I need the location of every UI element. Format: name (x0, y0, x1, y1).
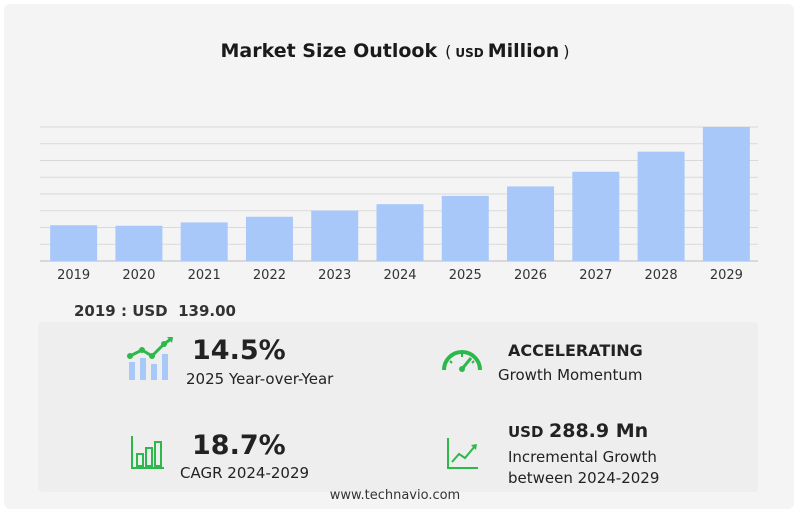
footer-url: www.technavio.com (329, 488, 461, 503)
x-tick-label: 2021 (188, 268, 221, 283)
momentum-label: Growth Momentum (498, 366, 643, 384)
line-chart-icon (447, 438, 478, 469)
bar-2021 (180, 222, 228, 261)
base-label: 2019 : USD (74, 302, 168, 320)
x-tick-label: 2022 (253, 268, 286, 283)
incremental-label-2: between 2024-2029 (508, 469, 660, 487)
bar-2023 (311, 210, 359, 261)
yoy-label: 2025 Year-over-Year (186, 370, 334, 388)
title-unit: Million (487, 40, 560, 62)
bars (50, 127, 750, 261)
x-tick-label: 2029 (710, 268, 743, 283)
incremental-amount: 288.9 Mn (549, 420, 649, 442)
x-tick-label: 2027 (579, 268, 612, 283)
cagr-value: 18.7% (192, 430, 286, 461)
bar-2024 (376, 204, 424, 261)
bar-2029 (702, 127, 750, 261)
title-unit-prefix: USD (455, 46, 484, 60)
chart-title: Market Size Outlook (USD Million) (0, 40, 790, 62)
bar-2025 (441, 195, 489, 261)
x-tick-label: 2026 (514, 268, 547, 283)
bar-2019 (50, 225, 98, 261)
bar-2027 (572, 171, 620, 261)
base-amount: 139.00 (178, 302, 236, 320)
x-tick-label: 2020 (122, 268, 155, 283)
x-tick-label: 2019 (57, 268, 90, 283)
bar-chart: 2019 2020 2021 2022 2023 2024 2025 2026 2027 2028… (40, 126, 758, 283)
incremental-value: USD 288.9 Mn (508, 420, 648, 443)
bar-chart-icon (131, 436, 164, 469)
speedometer-icon (442, 350, 482, 372)
incremental-prefix: USD (508, 423, 544, 441)
incremental-label-1: Incremental Growth (508, 448, 657, 466)
growth-bars-icon (127, 337, 173, 380)
title-paren-open: ( (445, 42, 452, 61)
bar-2026 (507, 186, 555, 261)
bar-2028 (637, 151, 685, 261)
x-tick-label: 2025 (449, 268, 482, 283)
title-main: Market Size Outlook (220, 40, 438, 62)
bar-2022 (245, 216, 293, 261)
x-axis-ticks: 2019 2020 2021 2022 2023 2024 2025 2026 2027 2028… (57, 268, 743, 283)
cagr-label: CAGR 2024-2029 (180, 464, 310, 482)
x-tick-label: 2023 (318, 268, 351, 283)
base-year-value: 2019 : USD 139.00 (74, 302, 236, 320)
x-tick-label: 2028 (645, 268, 678, 283)
title-paren-close: ) (563, 42, 570, 61)
momentum-title: ACCELERATING (508, 341, 643, 360)
x-tick-label: 2024 (383, 268, 416, 283)
bar-2020 (115, 225, 163, 261)
yoy-value: 14.5% (192, 335, 286, 366)
